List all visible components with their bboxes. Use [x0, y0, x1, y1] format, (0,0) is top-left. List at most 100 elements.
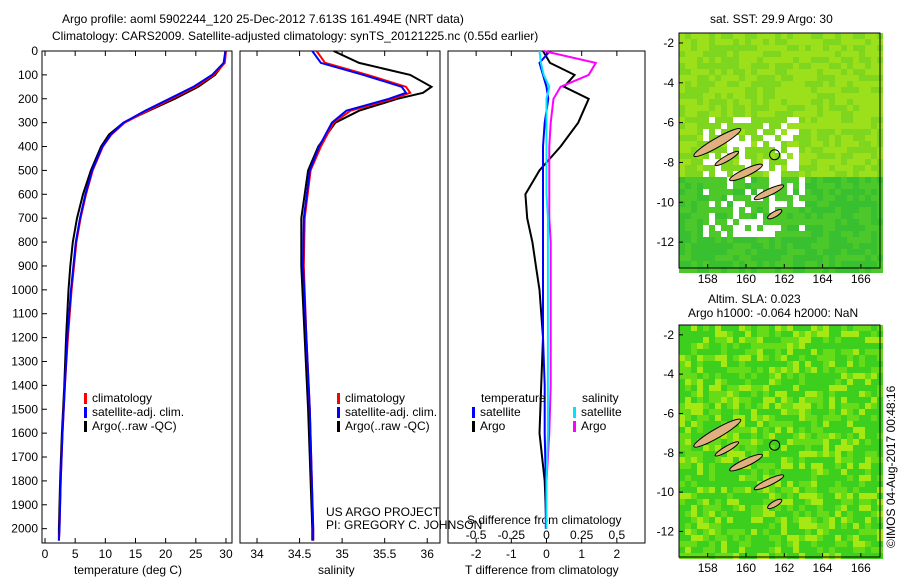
sst-map-cell: [769, 243, 775, 249]
sla-map-cell: [793, 331, 799, 337]
sst-map-cell: [709, 231, 715, 237]
sla-map-cell: [679, 403, 685, 409]
sla-map-cell: [709, 349, 715, 355]
sla-map-cell: [805, 439, 811, 445]
sla-map-cell: [769, 529, 775, 535]
sst-map-cell: [703, 243, 709, 249]
sla-map-cell: [781, 517, 787, 523]
sst-map-cell: [841, 231, 847, 237]
sla-map-cell: [847, 409, 853, 415]
sla-map-cell: [763, 385, 769, 391]
sla-map-cell: [691, 433, 697, 439]
sla-map-cell: [727, 373, 733, 379]
sst-map-cell: [745, 249, 751, 255]
sst-map-cell: [679, 207, 685, 213]
sst-map-cell: [703, 45, 709, 51]
sla-map-lon-label: 162: [774, 561, 794, 575]
sla-map-cell: [769, 403, 775, 409]
sst-map-cell: [799, 33, 805, 39]
sla-map-cell: [811, 409, 817, 415]
sla-map-cell: [829, 463, 835, 469]
sla-map-cell: [709, 415, 715, 421]
sla-map-cell: [805, 445, 811, 451]
sla-map-cell: [817, 493, 823, 499]
sla-map-cell: [841, 469, 847, 475]
sst-map-cell: [865, 69, 871, 75]
sla-map-cell: [703, 421, 709, 427]
sst-map-cell: [841, 213, 847, 219]
sst-map-cell: [739, 243, 745, 249]
sst-map-cell: [793, 129, 799, 135]
sst-map-cell: [781, 39, 787, 45]
sst-map-cell: [841, 39, 847, 45]
sst-map-cell: [739, 267, 745, 273]
sla-map-cell: [757, 373, 763, 379]
sla-map-cell: [751, 475, 757, 481]
sst-map-cell: [751, 117, 757, 123]
sla-map-cell: [709, 517, 715, 523]
sst-map-cell: [799, 123, 805, 129]
sla-map-cell: [709, 439, 715, 445]
sla-map-cell: [703, 385, 709, 391]
sla-map-cell: [739, 505, 745, 511]
sst-map-cell: [745, 219, 751, 225]
sla-map-cell: [871, 427, 877, 433]
sst-map-cell: [739, 255, 745, 261]
sst-map-cell: [817, 207, 823, 213]
sla-map-cell: [703, 337, 709, 343]
sst-map-cell: [865, 201, 871, 207]
sst-map-cell: [697, 207, 703, 213]
sst-map-cell: [859, 171, 865, 177]
sst-map-cell: [697, 231, 703, 237]
sst-map-cell: [793, 195, 799, 201]
sla-map-cell: [853, 487, 859, 493]
sla-map-cell: [757, 553, 763, 559]
sst-map-cell: [745, 99, 751, 105]
sst-map-cell: [811, 171, 817, 177]
sla-map-cell: [721, 331, 727, 337]
sst-map-cell: [733, 105, 739, 111]
sst-map-cell: [685, 105, 691, 111]
sla-map-cell: [727, 343, 733, 349]
sla-map-cell: [733, 325, 739, 331]
sla-map-cell: [823, 355, 829, 361]
sst-map-cell: [691, 261, 697, 267]
temp-legend-label: satellite-adj. clim.: [92, 405, 184, 419]
sla-map-cell: [697, 511, 703, 517]
sst-map-cell: [763, 249, 769, 255]
sst-map-cell: [745, 75, 751, 81]
sst-map-cell: [805, 261, 811, 267]
sla-map-cell: [733, 493, 739, 499]
sst-map-cell: [691, 249, 697, 255]
sst-map-cell: [793, 243, 799, 249]
sla-map-cell: [859, 325, 865, 331]
sla-map-cell: [715, 475, 721, 481]
sla-map-cell: [679, 349, 685, 355]
sla-map-cell: [721, 433, 727, 439]
sla-map-cell: [751, 349, 757, 355]
sla-map-cell: [757, 337, 763, 343]
sst-map-cell: [715, 267, 721, 273]
sst-map-cell: [715, 69, 721, 75]
sla-map-cell: [679, 367, 685, 373]
sst-map-cell: [871, 207, 877, 213]
sst-map-cell: [715, 165, 721, 171]
sla-map-cell: [697, 469, 703, 475]
sla-map-cell: [811, 415, 817, 421]
sla-map-cell: [745, 355, 751, 361]
sla-map-cell: [685, 487, 691, 493]
sst-map-cell: [847, 237, 853, 243]
sla-map-cell: [775, 361, 781, 367]
sla-map-cell: [685, 469, 691, 475]
sla-map-cell: [871, 451, 877, 457]
sst-map-cell: [751, 129, 757, 135]
sla-map-cell: [751, 487, 757, 493]
sst-map-cell: [841, 87, 847, 93]
sla-map-cell: [697, 343, 703, 349]
sla-map-cell: [859, 451, 865, 457]
sla-map-cell: [685, 499, 691, 505]
sst-map-cell: [829, 123, 835, 129]
sla-map-cell: [697, 397, 703, 403]
sla-map-cell: [853, 481, 859, 487]
sst-map-cell: [697, 201, 703, 207]
